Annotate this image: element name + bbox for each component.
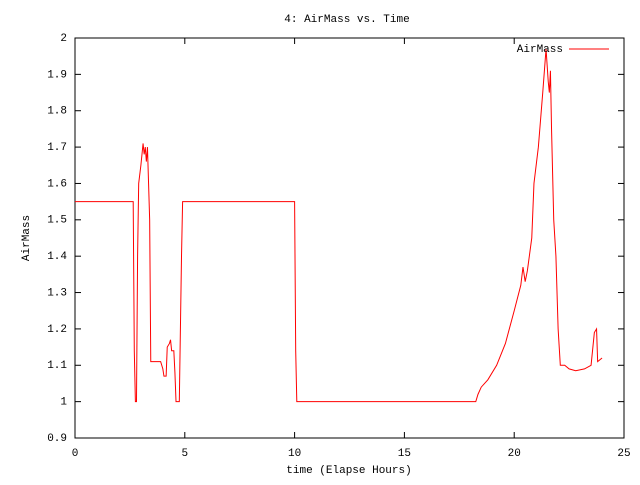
y-tick-label: 1.5 [47, 215, 67, 227]
x-tick-label: 25 [617, 448, 630, 460]
x-tick-label: 20 [508, 448, 521, 460]
x-tick-label: 0 [72, 448, 79, 460]
x-tick-label: 15 [398, 448, 411, 460]
y-tick-label: 0.9 [47, 433, 67, 445]
y-tick-label: 1.2 [47, 324, 67, 336]
y-axis-label: AirMass [21, 215, 33, 261]
y-tick-label: 1 [60, 397, 67, 409]
plot-frame [74, 37, 625, 439]
y-tick-label: 2 [60, 33, 67, 45]
y-tick-label: 1.3 [47, 287, 67, 299]
x-axis-label: time (Elapse Hours) [286, 465, 411, 477]
x-tick-label: 5 [181, 448, 188, 460]
y-tick-label: 1.1 [47, 360, 67, 372]
y-tick-label: 1.6 [47, 178, 67, 190]
chart-title: 4: AirMass vs. Time [284, 14, 409, 26]
y-tick-label: 1.7 [47, 142, 67, 154]
y-tick-label: 1.4 [47, 251, 67, 263]
legend-label: AirMass [517, 44, 563, 56]
y-tick-label: 1.8 [47, 106, 67, 118]
y-tick-label: 1.9 [47, 69, 67, 81]
data-line [75, 48, 603, 403]
x-tick-label: 10 [288, 448, 301, 460]
